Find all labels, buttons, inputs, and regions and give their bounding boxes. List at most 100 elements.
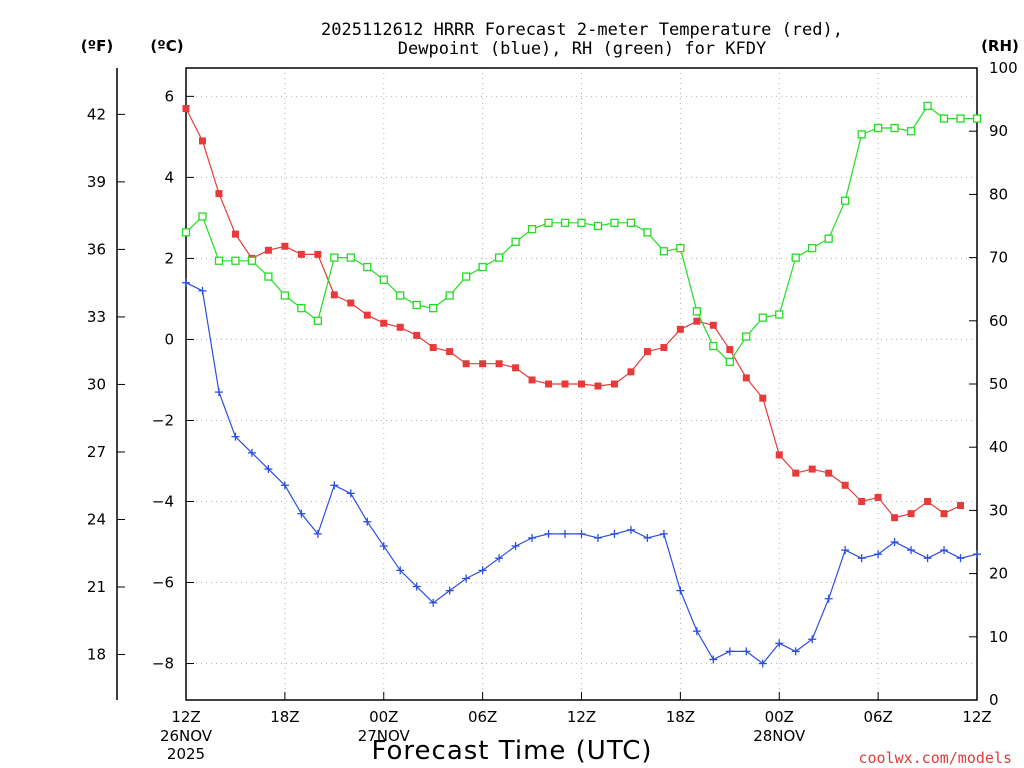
dewpoint-point — [775, 639, 784, 648]
dewpoint-point — [363, 517, 372, 526]
dewpoint-point — [346, 489, 355, 498]
dewpoint-series — [182, 278, 981, 668]
dewpoint-point — [742, 647, 751, 656]
rh-point — [643, 228, 652, 237]
rh-point — [939, 114, 949, 123]
temperature-point — [528, 376, 536, 384]
temperature-point — [347, 299, 355, 307]
dewpoint-point — [676, 586, 685, 595]
rh-point — [363, 262, 372, 272]
rh-point — [181, 228, 191, 237]
temperature-point — [512, 364, 520, 372]
dewpoint-point — [643, 533, 652, 542]
dewpoint-point — [692, 627, 701, 636]
temperature-point — [907, 510, 915, 518]
rh-point — [264, 272, 273, 281]
x-date-label: 26NOV — [160, 727, 213, 745]
celsius-tick-label: −4 — [152, 492, 174, 510]
rh-point — [396, 291, 405, 300]
temperature-point — [693, 317, 701, 325]
rh-point — [725, 357, 734, 367]
temperature-point — [709, 321, 717, 329]
dewpoint-point — [396, 566, 405, 575]
temperature-point — [841, 481, 849, 489]
rh-point — [379, 275, 388, 284]
dewpoint-point — [791, 647, 800, 656]
temperature-point — [545, 380, 553, 388]
temperature-point — [627, 368, 635, 376]
dewpoint-point — [857, 554, 866, 563]
dewpoint-point — [577, 529, 586, 538]
dewpoint-point — [445, 586, 454, 595]
temperature-point — [182, 105, 190, 113]
temperature-point — [462, 360, 470, 368]
temperature-point — [676, 325, 684, 333]
dewpoint-point — [709, 655, 718, 664]
x-tick-label: 18Z — [270, 708, 299, 726]
rh-point — [857, 130, 866, 139]
rh-point — [742, 332, 751, 341]
rh-tick-label: 50 — [989, 375, 1008, 393]
dewpoint-point — [874, 550, 883, 559]
x-tick-label: 12Z — [567, 708, 596, 726]
celsius-tick-label: −2 — [152, 411, 174, 429]
celsius-tick-label: 4 — [164, 168, 174, 186]
rh-tick-label: 10 — [989, 628, 1008, 646]
fahrenheit-tick-label: 39 — [87, 173, 106, 191]
rh-point — [198, 212, 207, 221]
dewpoint-point — [808, 635, 817, 644]
temperature-point — [775, 451, 783, 459]
rh-point — [247, 256, 257, 265]
dewpoint-point — [247, 448, 256, 457]
dewpoint-point — [495, 554, 504, 563]
rh-unit-label: (RH) — [981, 37, 1019, 55]
rh-point — [297, 304, 306, 313]
x-tick-label: 18Z — [666, 708, 695, 726]
x-tick-label: 12Z — [962, 708, 991, 726]
dewpoint-point — [940, 546, 949, 555]
x-date-label: 28NOV — [753, 727, 806, 745]
dewpoint-point — [956, 554, 965, 563]
fahrenheit-tick-label: 27 — [87, 443, 106, 461]
dewpoint-point — [593, 533, 602, 542]
dewpoint-point — [923, 554, 932, 563]
dewpoint-point — [214, 388, 223, 397]
dewpoint-point — [659, 529, 668, 538]
dewpoint-point — [824, 594, 833, 603]
rh-point — [560, 218, 570, 227]
rh-point — [758, 313, 767, 322]
temperature-point — [891, 514, 899, 522]
rh-point — [214, 256, 224, 265]
rh-point — [610, 218, 619, 227]
temperature-point — [380, 319, 388, 327]
dewpoint-point — [379, 542, 388, 551]
celsius-tick-label: 6 — [164, 87, 174, 105]
temperature-point — [808, 465, 816, 473]
rh-point — [906, 127, 916, 136]
rh-point — [692, 307, 702, 316]
x-axis-title: Forecast Time (UTC) — [371, 736, 652, 766]
dewpoint-point — [330, 481, 339, 490]
dewpoint-point — [626, 525, 635, 534]
dewpoint-point — [758, 659, 767, 668]
rh-point — [445, 291, 454, 300]
temperature-point — [792, 469, 800, 477]
rh-point — [313, 316, 322, 325]
rh-tick-label: 90 — [989, 122, 1008, 140]
temperature-point — [726, 346, 734, 354]
dewpoint-point — [973, 550, 981, 559]
rh-tick-label: 70 — [989, 249, 1008, 267]
dewpoint-point — [610, 529, 619, 538]
dewpoint-point — [429, 598, 438, 607]
temperature-point — [413, 331, 421, 339]
rh-series — [181, 101, 982, 367]
temperature-point — [363, 311, 371, 319]
rh-point — [841, 196, 850, 205]
temperature-point — [479, 360, 487, 368]
rh-point — [972, 114, 982, 123]
rh-point — [775, 310, 784, 319]
celsius-tick-label: −8 — [152, 655, 174, 673]
dewpoint-point — [511, 542, 520, 551]
